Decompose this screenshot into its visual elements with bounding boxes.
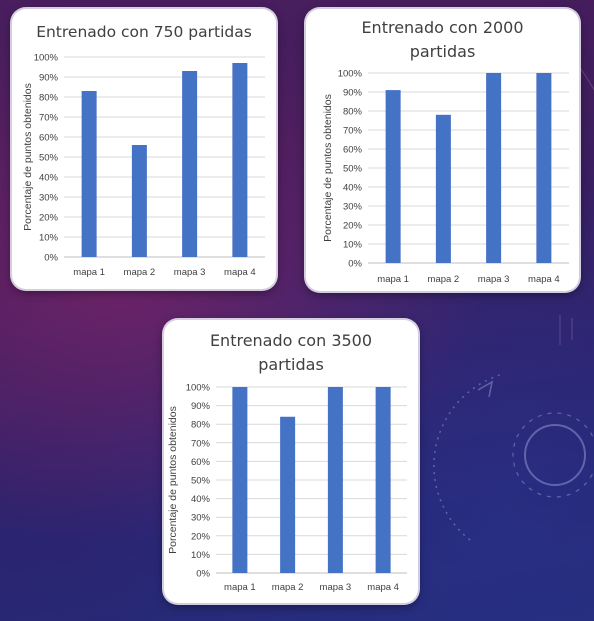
y-tick-label: 100%	[338, 69, 363, 80]
y-tick-label: 50%	[343, 164, 363, 175]
chart-svg-3500: Entrenado con 3500 partidas 0% 10% 20% 30% 40%…	[167, 331, 407, 593]
x-tick-label: mapa 4	[528, 274, 560, 285]
y-tick-label: 0%	[196, 569, 210, 580]
x-tick-label: mapa 1	[224, 582, 256, 593]
x-tick-label: mapa 3	[174, 267, 206, 278]
decor-ring-inner	[524, 424, 586, 486]
chart-title-line: Entrenado con 2000	[361, 18, 523, 37]
bar-mapa-1	[385, 90, 401, 263]
y-tick-label: 30%	[39, 193, 59, 204]
y-tick-label: 30%	[191, 513, 211, 524]
x-tick-label: mapa 4	[367, 582, 399, 593]
bar-mapa-4	[232, 63, 248, 257]
bar-mapa-3	[327, 387, 343, 573]
bar-mapa-3	[486, 73, 502, 263]
y-tick-label: 80%	[343, 107, 363, 118]
bar-mapa-1	[232, 387, 248, 573]
y-tick-label: 60%	[191, 457, 211, 468]
y-tick-label: 100%	[186, 383, 211, 394]
y-tick-label: 40%	[191, 494, 211, 505]
chart-card-3500: Entrenado con 3500 partidas 0% 10% 20% 30% 40%…	[164, 320, 418, 603]
x-tick-label: mapa 2	[272, 582, 304, 593]
y-axis-label: Porcentaje de puntos obtenidos	[322, 94, 334, 242]
x-tick-label: mapa 2	[428, 274, 460, 285]
bar-mapa-4	[375, 387, 391, 573]
x-tick-label: mapa 1	[73, 267, 105, 278]
bar-mapa-2	[131, 145, 147, 257]
x-tick-label: mapa 3	[320, 582, 352, 593]
y-tick-label: 90%	[191, 401, 211, 412]
bar-mapa-1	[81, 91, 97, 257]
chart-card-2000: Entrenado con 2000 partidas 0% 10% 20% 30% 40%…	[306, 9, 579, 291]
y-tick-label: 80%	[191, 420, 211, 431]
y-tick-label: 60%	[39, 133, 59, 144]
x-tick-label: mapa 4	[224, 267, 256, 278]
chart-svg-2000: Entrenado con 2000 partidas 0% 10% 20% 30% 40%…	[322, 18, 569, 285]
y-tick-label: 70%	[191, 438, 211, 449]
y-tick-label: 10%	[191, 550, 211, 561]
chart-title-line: partidas	[410, 42, 476, 61]
y-tick-label: 20%	[343, 221, 363, 232]
y-tick-label: 10%	[39, 233, 59, 244]
y-tick-label: 70%	[343, 126, 363, 137]
chart-card-750: Entrenado con 750 partidas 0% 10% 20% 30% 40%…	[12, 9, 276, 289]
bar-mapa-2	[435, 114, 451, 263]
chart-title-line: partidas	[258, 355, 324, 374]
y-tick-label: 40%	[343, 183, 363, 194]
chart-svg-750: Entrenado con 750 partidas 0% 10% 20% 30% 40%…	[22, 23, 265, 278]
x-tick-label: mapa 2	[124, 267, 156, 278]
y-tick-label: 50%	[191, 476, 211, 487]
y-tick-label: 100%	[34, 53, 59, 64]
chart-title-line: Entrenado con 750 partidas	[36, 23, 252, 41]
y-tick-label: 0%	[348, 259, 362, 270]
decor-arrow	[477, 380, 494, 398]
y-tick-label: 60%	[343, 145, 363, 156]
y-tick-label: 10%	[343, 240, 363, 251]
y-tick-label: 40%	[39, 173, 59, 184]
y-axis-label: Porcentaje de puntos obtenidos	[167, 406, 179, 554]
bar-mapa-3	[182, 71, 198, 257]
y-tick-label: 70%	[39, 113, 59, 124]
y-tick-label: 0%	[44, 253, 58, 264]
y-tick-label: 20%	[39, 213, 59, 224]
decor-arc	[433, 374, 501, 541]
x-tick-label: mapa 3	[478, 274, 510, 285]
y-tick-label: 90%	[343, 88, 363, 99]
y-axis-label: Porcentaje de puntos obtenidos	[22, 83, 34, 231]
bar-mapa-4	[536, 73, 552, 263]
y-tick-label: 90%	[39, 73, 59, 84]
y-tick-label: 80%	[39, 93, 59, 104]
chart-title-line: Entrenado con 3500	[210, 331, 372, 350]
y-tick-label: 30%	[343, 202, 363, 213]
y-tick-label: 50%	[39, 153, 59, 164]
x-tick-label: mapa 1	[377, 274, 409, 285]
y-tick-label: 20%	[191, 531, 211, 542]
decor-ring-dashed	[512, 412, 594, 498]
bar-mapa-2	[280, 416, 296, 573]
